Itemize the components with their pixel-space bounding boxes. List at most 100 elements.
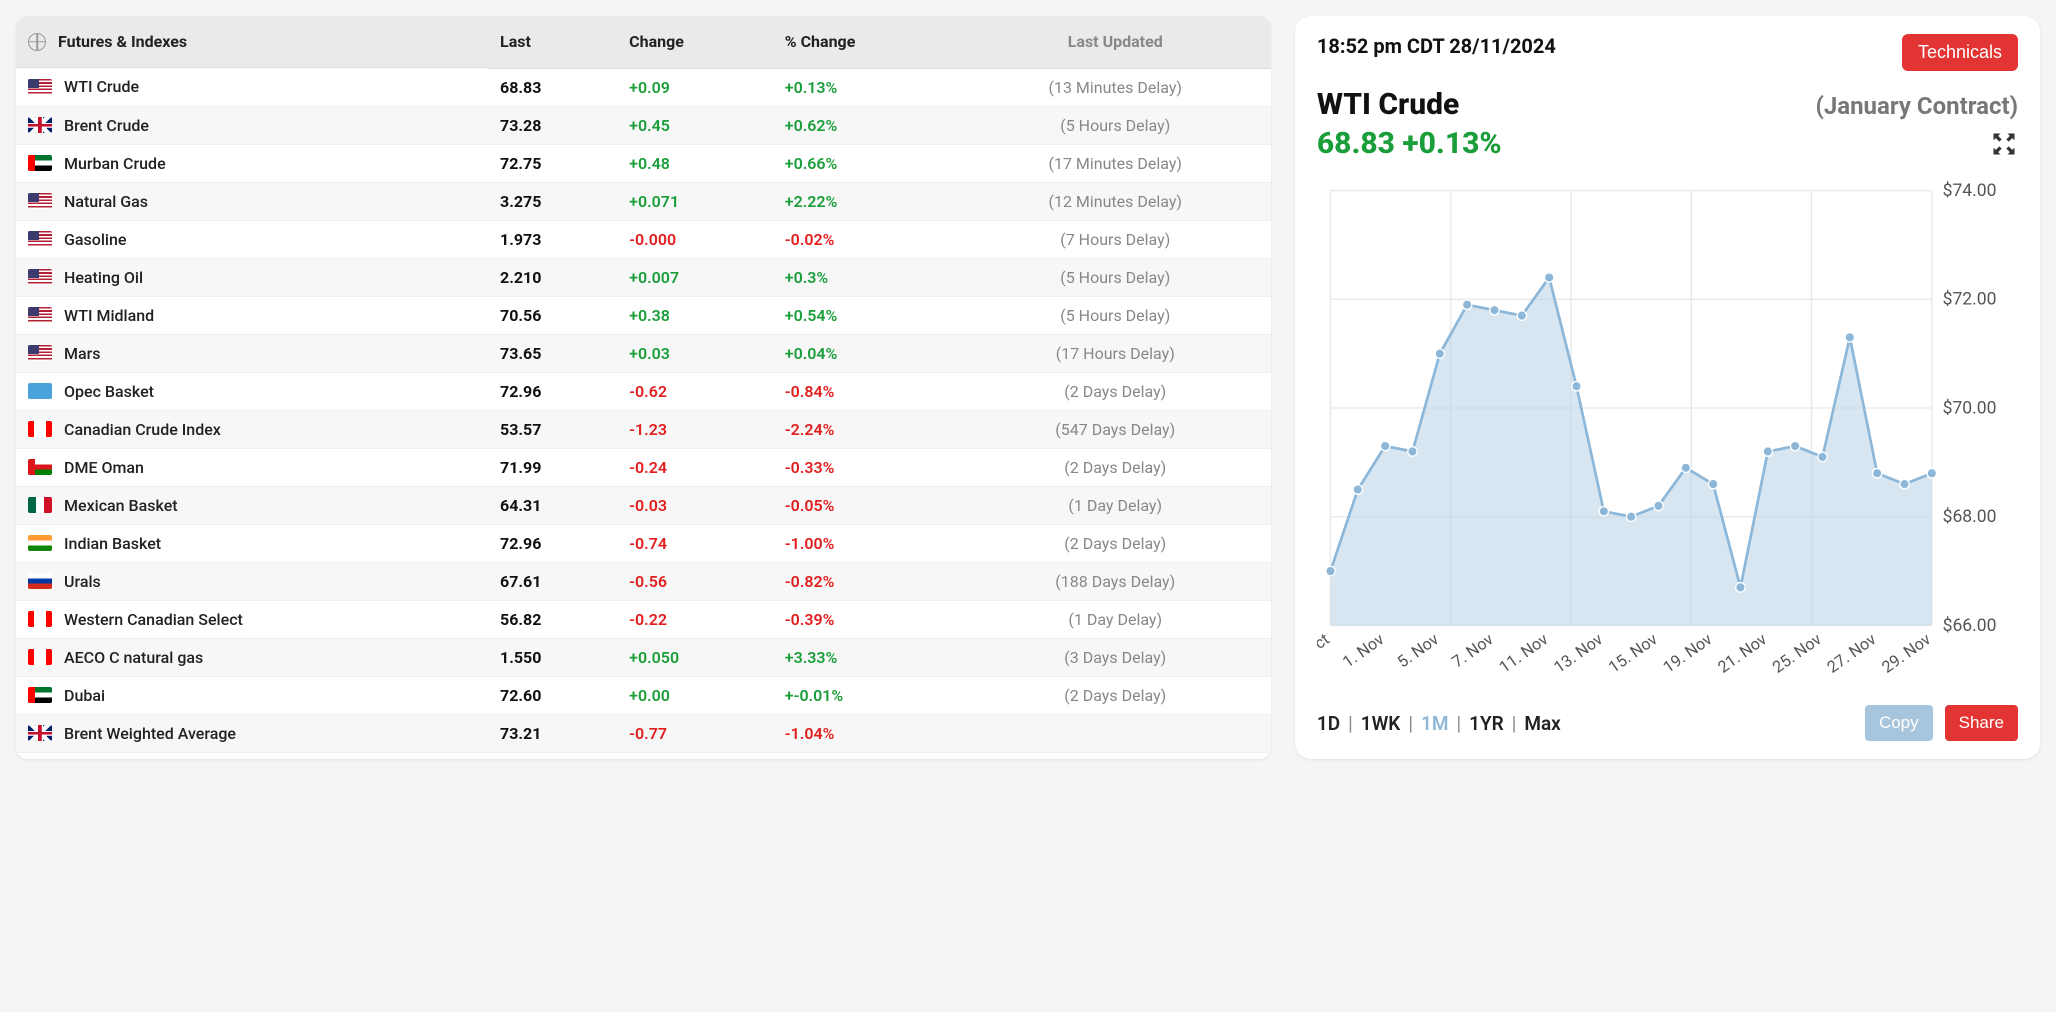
change-value: +0.03 [617, 334, 773, 372]
pct-change-value: -0.82% [773, 562, 960, 600]
instrument-name: WTI Crude [64, 77, 139, 96]
updated-value: (5 Hours Delay) [960, 296, 1271, 334]
timeframe-max[interactable]: Max [1524, 712, 1560, 735]
change-value: -0.77 [617, 714, 773, 752]
instrument-name: AECO C natural gas [64, 648, 203, 667]
table-row[interactable]: AECO C natural gas1.550+0.050+3.33%(3 Da… [16, 638, 1271, 676]
pct-change-value: -0.02% [773, 220, 960, 258]
updated-value: (188 Days Delay) [960, 562, 1271, 600]
pct-change-value: -2.24% [773, 410, 960, 448]
table-row[interactable]: Urals67.61-0.56-0.82%(188 Days Delay) [16, 562, 1271, 600]
col-header-name[interactable]: Futures & Indexes [16, 16, 488, 68]
instrument-name: Western Canadian Select [64, 610, 243, 629]
svg-text:7. Nov: 7. Nov [1448, 629, 1497, 671]
table-row[interactable]: Murban Crude72.75+0.48+0.66%(17 Minutes … [16, 144, 1271, 182]
table-row[interactable]: Heating Oil2.210+0.007+0.3%(5 Hours Dela… [16, 258, 1271, 296]
svg-text:$66.00: $66.00 [1942, 615, 1996, 636]
flag-icon [28, 155, 52, 171]
instrument-name: Heating Oil [64, 268, 143, 287]
chart-price: 68.83 +0.13% [1317, 126, 1502, 161]
last-value: 3.275 [488, 182, 617, 220]
pct-change-value: +0.13% [773, 68, 960, 106]
svg-text:29. Nov: 29. Nov [1878, 629, 1934, 676]
table-row[interactable]: Natural Gas 3.275+0.071+2.22%(12 Minutes … [16, 182, 1271, 220]
instrument-name: Brent Crude [64, 116, 149, 135]
pct-change-value: +-0.01% [773, 676, 960, 714]
last-value: 67.61 [488, 562, 617, 600]
copy-button[interactable]: Copy [1865, 705, 1933, 741]
instrument-name: Urals [64, 572, 101, 591]
expand-icon[interactable] [1990, 130, 2018, 158]
table-row[interactable]: WTI Midland70.56+0.38+0.54%(5 Hours Dela… [16, 296, 1271, 334]
flag-icon [28, 231, 52, 247]
svg-text:25. Nov: 25. Nov [1769, 629, 1825, 676]
last-value: 73.21 [488, 714, 617, 752]
change-value: -0.62 [617, 372, 773, 410]
pct-change-value: +2.22% [773, 182, 960, 220]
table-row[interactable]: WTI Crude68.83+0.09+0.13%(13 Minutes Del… [16, 68, 1271, 106]
last-value: 64.31 [488, 486, 617, 524]
flag-icon [28, 535, 52, 551]
instrument-name: Canadian Crude Index [64, 420, 221, 439]
instrument-name: WTI Midland [64, 306, 154, 325]
flag-icon [28, 725, 52, 741]
flag-icon [28, 421, 52, 437]
last-value: 73.28 [488, 106, 617, 144]
pct-change-value: +0.54% [773, 296, 960, 334]
share-button[interactable]: Share [1945, 705, 2018, 741]
pct-change-value: +0.04% [773, 334, 960, 372]
flag-icon [28, 307, 52, 323]
table-row[interactable]: Opec Basket72.96-0.62-0.84%(2 Days Delay… [16, 372, 1271, 410]
updated-value [960, 714, 1271, 752]
col-header-name-text: Futures & Indexes [58, 32, 187, 51]
change-value: +0.071 [617, 182, 773, 220]
flag-icon [28, 345, 52, 361]
updated-value: (12 Minutes Delay) [960, 182, 1271, 220]
pct-change-value: +0.62% [773, 106, 960, 144]
timeframe-1m[interactable]: 1M [1421, 712, 1448, 735]
timeframe-1yr[interactable]: 1YR [1469, 712, 1504, 735]
pct-change-value: -0.84% [773, 372, 960, 410]
table-row[interactable]: Western Canadian Select56.82-0.22-0.39%(… [16, 600, 1271, 638]
flag-icon [28, 497, 52, 513]
last-value: 72.75 [488, 144, 617, 182]
table-row[interactable]: Brent Crude73.28+0.45+0.62%(5 Hours Dela… [16, 106, 1271, 144]
svg-text:$70.00: $70.00 [1942, 397, 1996, 418]
flag-icon [28, 383, 52, 399]
instrument-name: Mexican Basket [64, 496, 178, 515]
change-value: +0.007 [617, 258, 773, 296]
futures-table: Futures & Indexes Last Change % Change L… [16, 16, 1271, 753]
technicals-button[interactable]: Technicals [1902, 34, 2018, 71]
table-row[interactable]: Dubai72.60+0.00+-0.01%(2 Days Delay) [16, 676, 1271, 714]
timeframe-1wk[interactable]: 1WK [1361, 712, 1401, 735]
pct-change-value: -1.04% [773, 714, 960, 752]
table-row[interactable]: Mars73.65+0.03+0.04%(17 Hours Delay) [16, 334, 1271, 372]
table-row[interactable]: Gasoline1.973-0.000-0.02%(7 Hours Delay) [16, 220, 1271, 258]
pct-change-value: +0.66% [773, 144, 960, 182]
table-row[interactable]: Mexican Basket64.31-0.03-0.05%(1 Day Del… [16, 486, 1271, 524]
table-row[interactable]: Canadian Crude Index53.57-1.23-2.24%(547… [16, 410, 1271, 448]
pct-change-value: -0.39% [773, 600, 960, 638]
last-value: 53.57 [488, 410, 617, 448]
col-header-pct[interactable]: % Change [773, 16, 960, 68]
instrument-name: Brent Weighted Average [64, 724, 236, 743]
change-value: -0.74 [617, 524, 773, 562]
col-header-change[interactable]: Change [617, 16, 773, 68]
change-value: -0.24 [617, 448, 773, 486]
change-value: -1.23 [617, 410, 773, 448]
instrument-name: Natural Gas [64, 192, 148, 211]
table-row[interactable]: Indian Basket72.96-0.74-1.00%(2 Days Del… [16, 524, 1271, 562]
col-header-last[interactable]: Last [488, 16, 617, 68]
flag-icon [28, 649, 52, 665]
svg-text:13. Nov: 13. Nov [1550, 629, 1606, 676]
col-header-updated[interactable]: Last Updated [960, 16, 1271, 68]
pct-change-value: -0.33% [773, 448, 960, 486]
chart-area[interactable]: $66.00$68.00$70.00$72.00$74.0030. Oct1. … [1317, 177, 2018, 693]
table-row[interactable]: DME Oman71.99-0.24-0.33%(2 Days Delay) [16, 448, 1271, 486]
svg-text:21. Nov: 21. Nov [1714, 629, 1770, 676]
timeframe-1d[interactable]: 1D [1317, 712, 1340, 735]
updated-value: (5 Hours Delay) [960, 258, 1271, 296]
updated-value: (3 Days Delay) [960, 638, 1271, 676]
updated-value: (17 Minutes Delay) [960, 144, 1271, 182]
table-row[interactable]: Brent Weighted Average 73.21-0.77-1.04% [16, 714, 1271, 752]
